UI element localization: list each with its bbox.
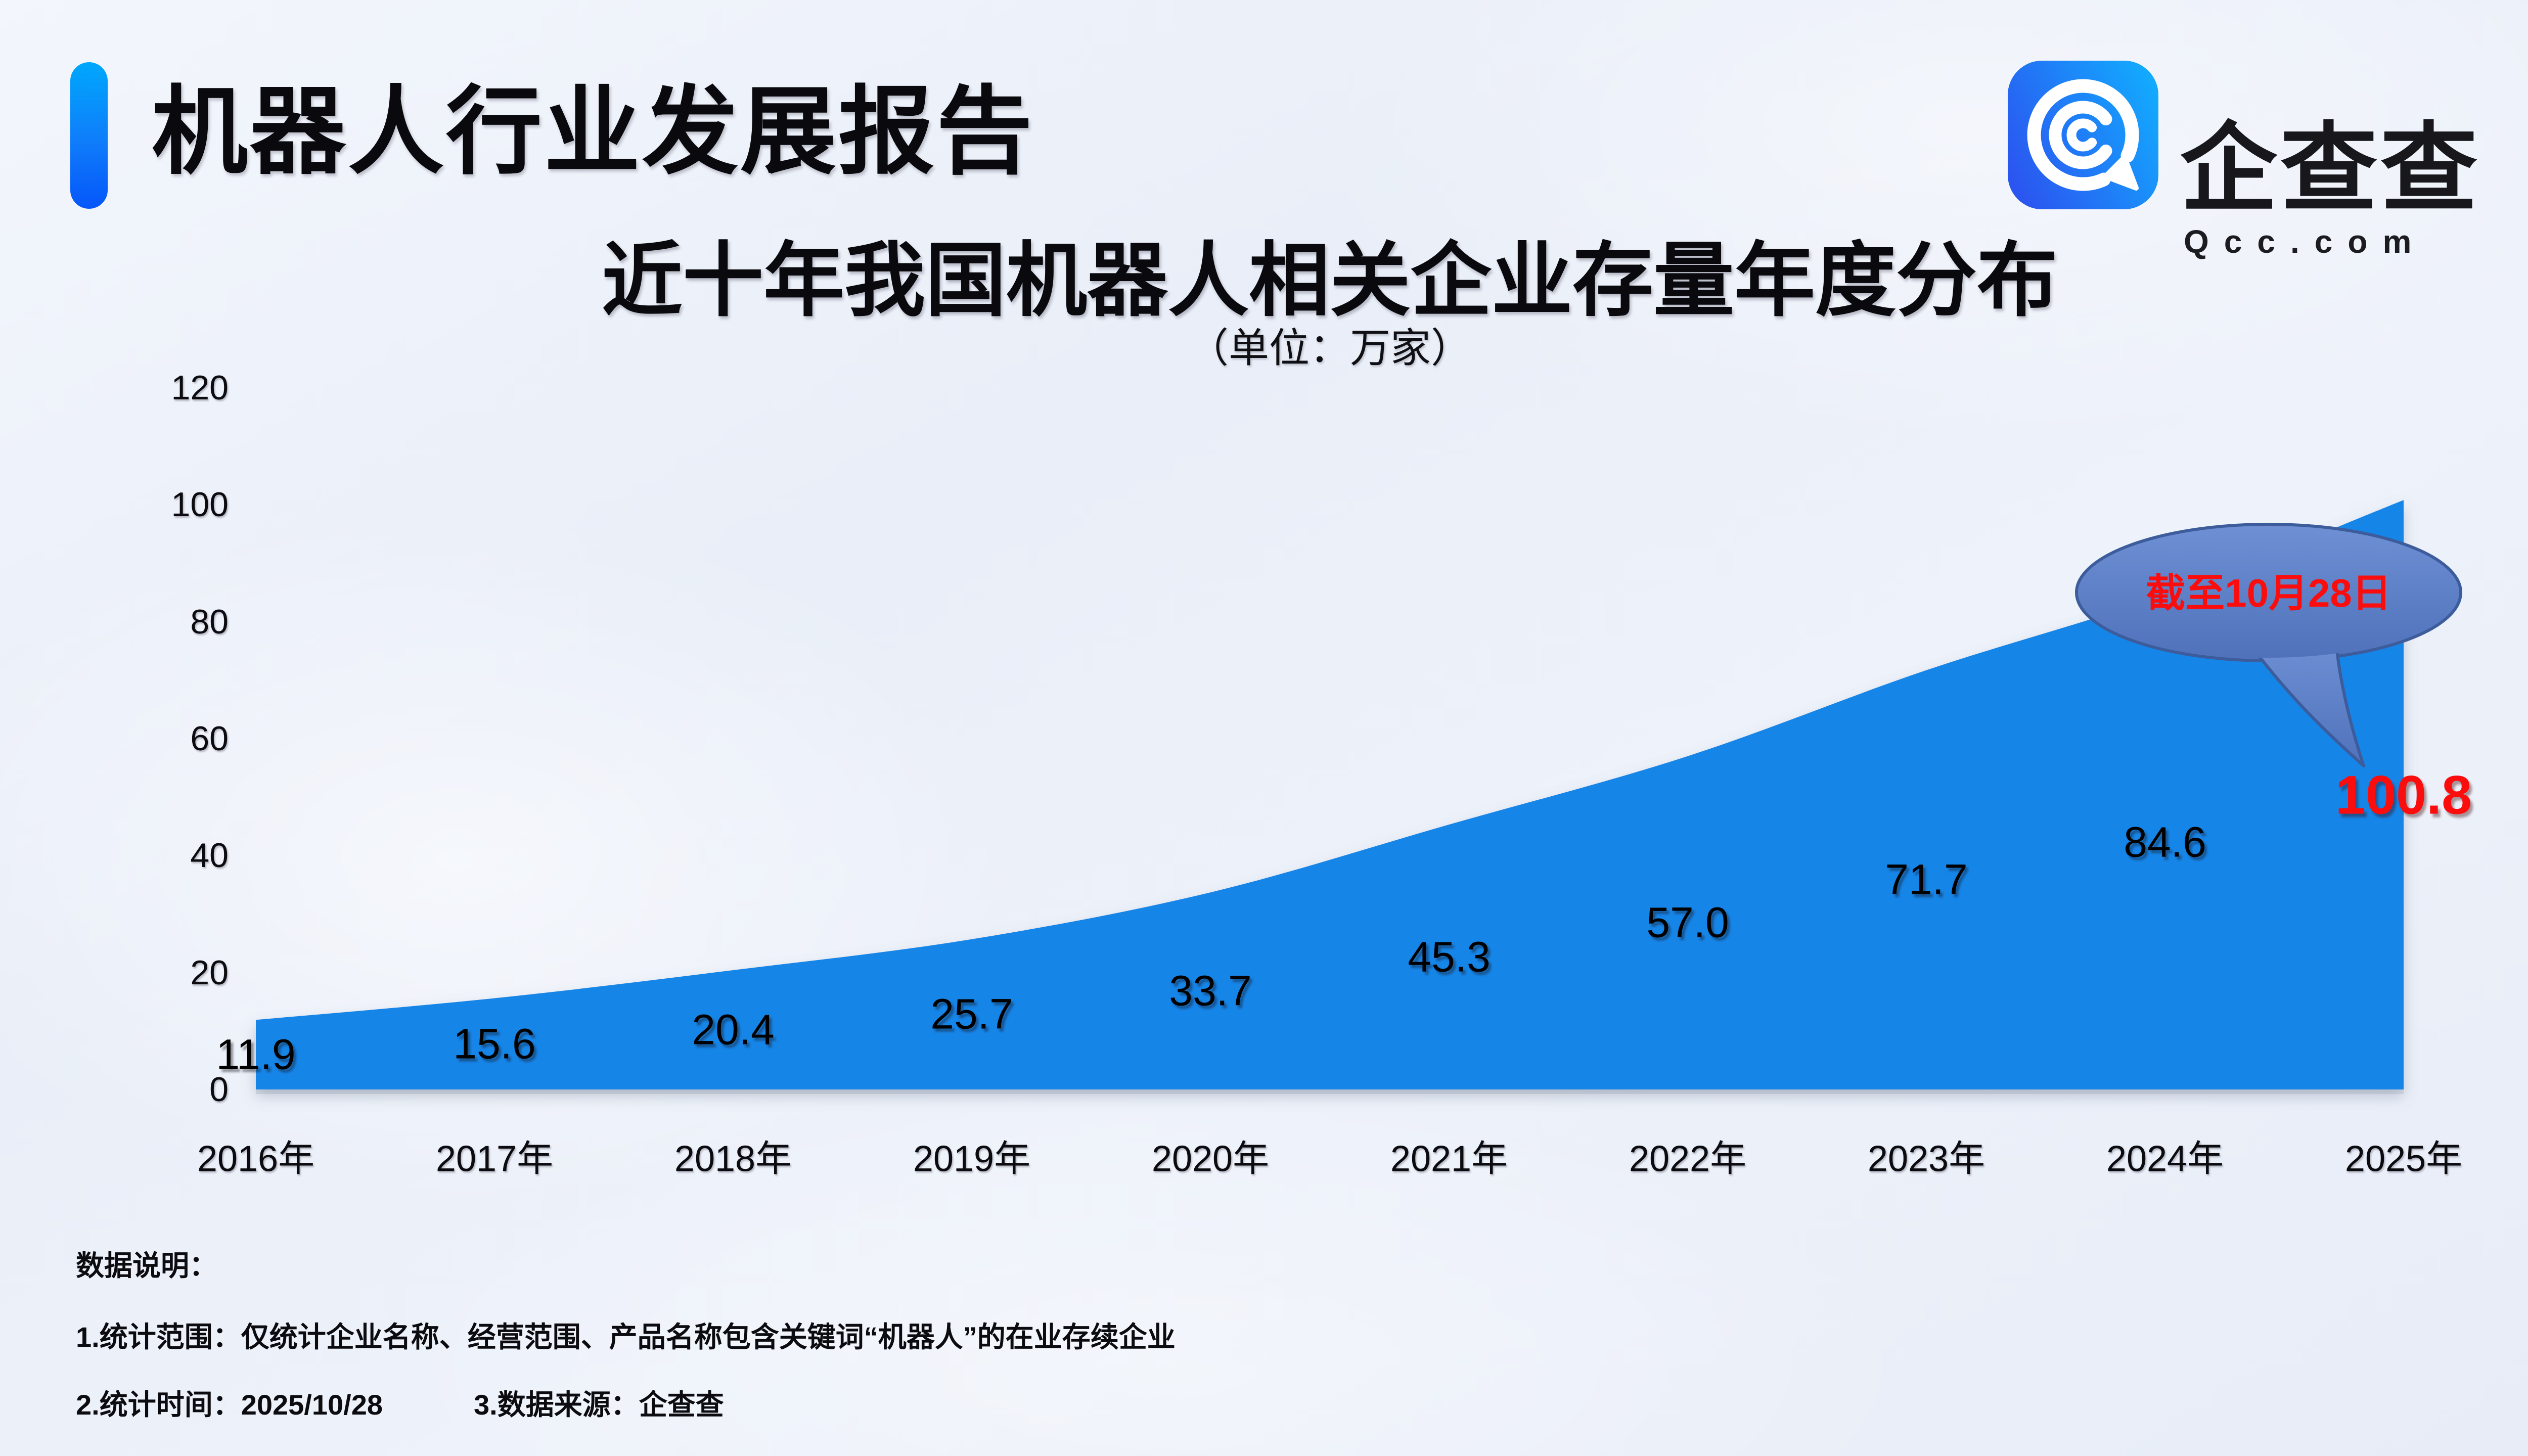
callout-tail — [2256, 641, 2364, 766]
data-label-2021年: 45.3 — [1408, 933, 1491, 981]
data-label-2023年: 71.7 — [1885, 855, 1968, 903]
x-tick-2022年: 2022年 — [1629, 1139, 1747, 1179]
footnote-stat-time: 2.统计时间：2025/10/28 — [76, 1389, 383, 1421]
qcc-logo: 企查查 Qcc.com — [2008, 61, 2488, 263]
x-tick-2023年: 2023年 — [1867, 1139, 1985, 1179]
y-tick-80: 80 — [190, 602, 229, 641]
data-label-2024年: 84.6 — [2124, 818, 2206, 866]
logo-domain: Qcc.com — [2184, 223, 2427, 260]
x-tick-2020年: 2020年 — [1151, 1139, 1270, 1179]
callout-tail-edge — [2334, 640, 2365, 767]
y-tick-60: 60 — [190, 719, 229, 758]
callout-bubble-inner — [2080, 527, 2458, 658]
data-label-2018年: 20.4 — [692, 1006, 775, 1054]
callout-annotation: 截至10月28日 — [2075, 523, 2462, 767]
logo-name: 企查查 — [2180, 114, 2480, 223]
qcc-logo-icon — [2008, 61, 2158, 209]
y-tick-40: 40 — [190, 836, 229, 875]
data-label-2025年: 100.8 — [2335, 764, 2472, 826]
data-label-2019年: 25.7 — [930, 990, 1013, 1038]
x-tick-2016年: 2016年 — [197, 1139, 315, 1179]
footnote-scope: 1.统计范围：仅统计企业名称、经营范围、产品名称包含关键词“机器人”的在业存续企… — [76, 1321, 1176, 1353]
data-label-2020年: 33.7 — [1169, 967, 1252, 1015]
footnote-data-source: 3.数据来源：企查查 — [473, 1389, 724, 1421]
footnote-time-source: 2.统计时间：2025/10/28 3.数据来源：企查查 — [76, 1382, 724, 1423]
area-series-robot-companies — [256, 500, 2404, 1089]
x-tick-2021年: 2021年 — [1390, 1139, 1508, 1179]
x-tick-2017年: 2017年 — [435, 1139, 554, 1179]
report-title: 机器人行业发展报告 — [152, 78, 1035, 186]
x-tick-2025年: 2025年 — [2344, 1139, 2463, 1179]
callout-tail-edge — [2254, 651, 2365, 767]
x-axis-baseline — [256, 1089, 2404, 1094]
chart-subtitle: （单位：万家） — [1188, 326, 1471, 371]
header-accent-bar — [70, 62, 108, 209]
callout-text: 截至10月28日 — [2146, 571, 2391, 615]
y-tick-100: 100 — [171, 485, 229, 524]
data-label-2022年: 57.0 — [1646, 898, 1729, 946]
data-label-2017年: 15.6 — [453, 1020, 536, 1068]
chart-title: 近十年我国机器人相关企业存量年度分布 — [601, 235, 2058, 326]
x-tick-2024年: 2024年 — [2106, 1139, 2224, 1179]
footnote-heading: 数据说明： — [76, 1250, 217, 1282]
data-label-2016年: 11.9 — [216, 1030, 296, 1078]
x-tick-2019年: 2019年 — [913, 1139, 1031, 1179]
y-tick-0: 0 — [209, 1070, 229, 1109]
x-tick-2018年: 2018年 — [674, 1139, 792, 1179]
y-tick-20: 20 — [190, 953, 229, 992]
y-tick-120: 120 — [171, 369, 229, 407]
